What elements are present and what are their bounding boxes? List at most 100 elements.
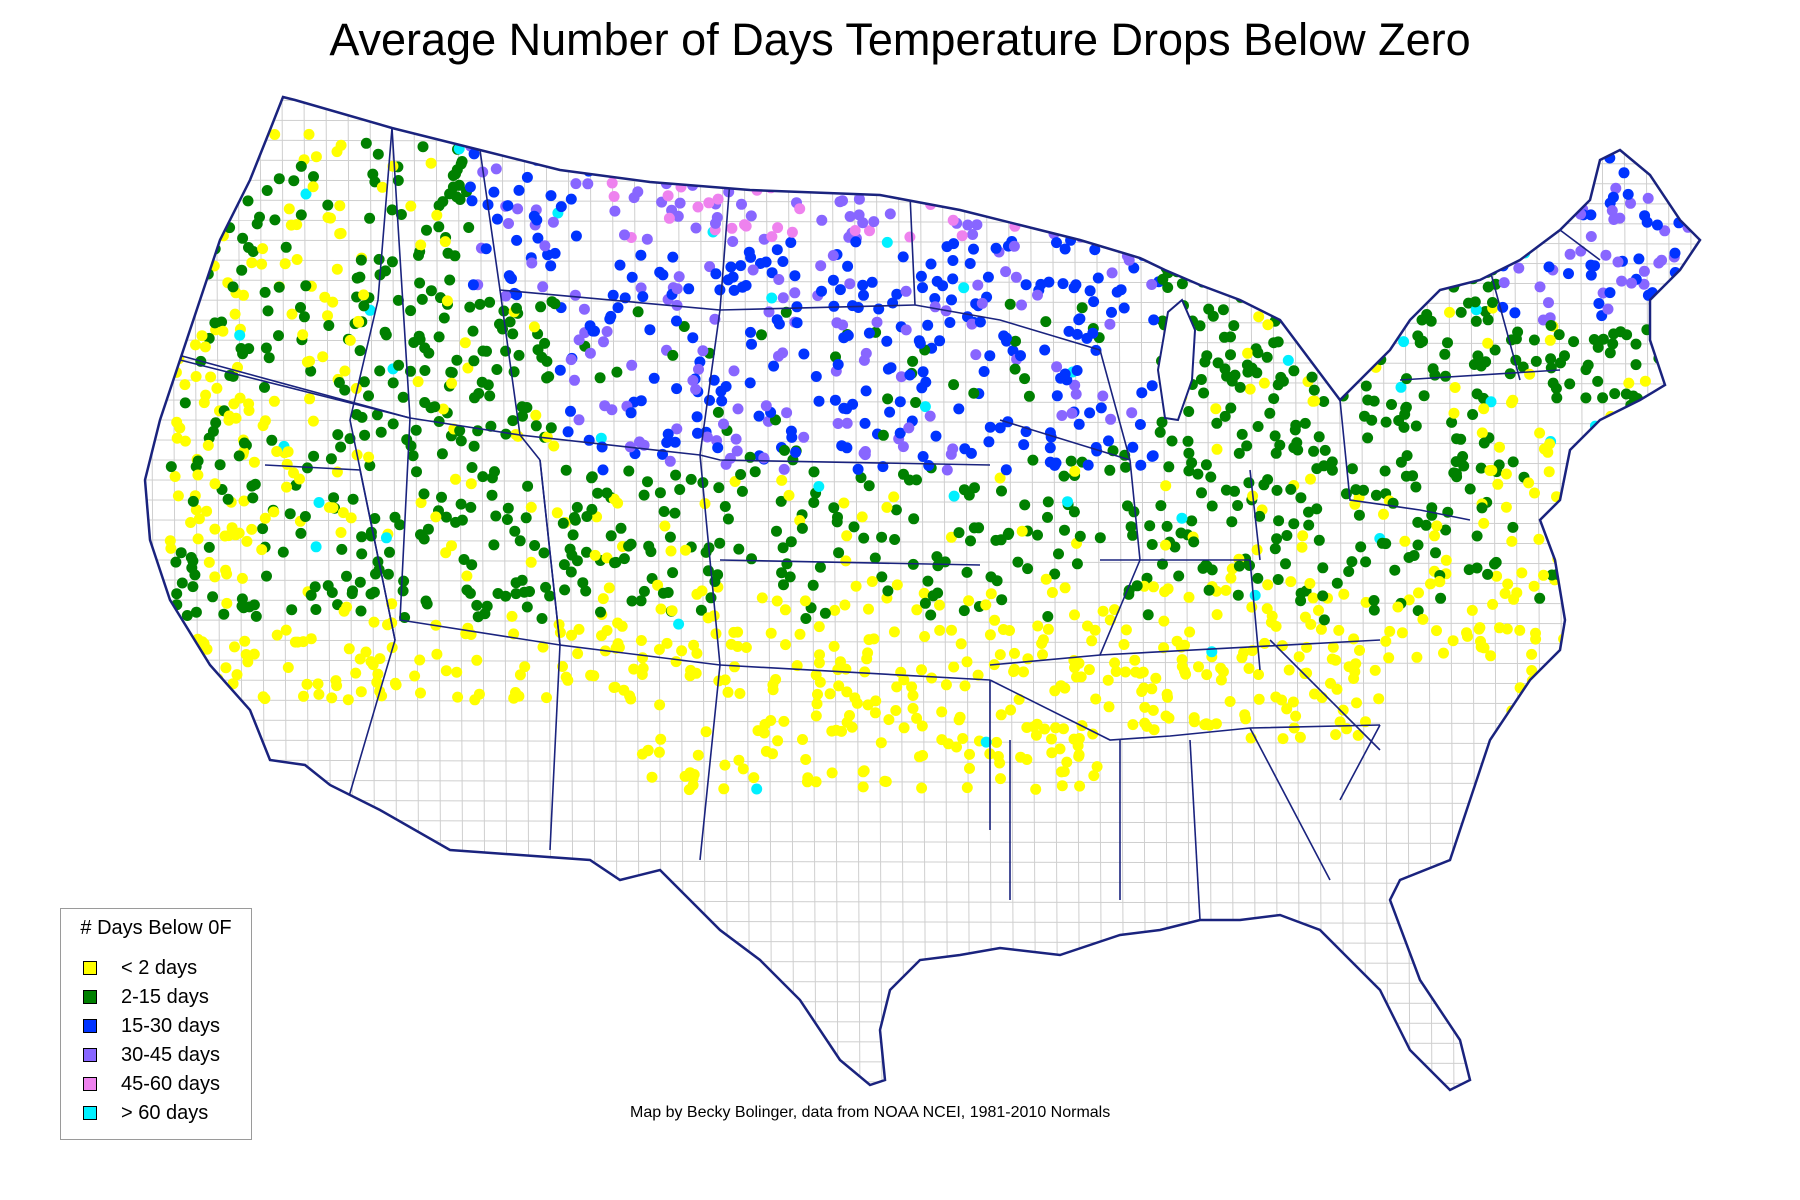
station-dot [1036, 638, 1048, 649]
station-dot [775, 152, 787, 164]
station-dot [844, 710, 855, 721]
station-dot [1660, 565, 1672, 577]
station-dot [455, 435, 467, 447]
station-dot [946, 624, 957, 636]
station-dot [1449, 382, 1461, 393]
station-dot [924, 410, 936, 422]
station-dot [373, 253, 385, 265]
station-dot [1116, 120, 1127, 132]
station-dot [1087, 327, 1099, 339]
station-dot [1061, 199, 1073, 210]
station-dot [1525, 161, 1537, 173]
station-dot [1087, 728, 1099, 740]
station-dot [1251, 160, 1263, 172]
station-dot [780, 306, 792, 318]
station-dot [407, 118, 419, 130]
station-dot [1259, 637, 1271, 649]
station-dot [1422, 235, 1434, 247]
station-dot [356, 531, 368, 543]
station-dot [1489, 126, 1501, 138]
station-dot [1139, 717, 1151, 729]
station-dot [1489, 242, 1501, 254]
station-dot [1593, 298, 1605, 309]
station-dot [609, 205, 621, 217]
station-dot [697, 345, 709, 357]
station-dot [881, 236, 893, 248]
station-dot [660, 169, 671, 180]
station-dot [881, 335, 893, 347]
station-dot [1326, 653, 1338, 665]
station-dot [465, 501, 477, 513]
county-line [1117, 97, 1125, 1090]
station-dot [490, 163, 502, 175]
station-dot [1532, 692, 1544, 704]
station-dot [978, 128, 990, 140]
station-dot [1534, 176, 1546, 188]
station-dot [1084, 188, 1096, 200]
station-dot [1597, 392, 1609, 404]
station-dot [685, 664, 697, 676]
station-dot [1410, 481, 1422, 493]
station-dot [1577, 171, 1589, 183]
station-dot [1069, 465, 1081, 477]
station-dot [519, 661, 531, 673]
station-dot [1005, 704, 1017, 716]
station-dot [410, 424, 422, 436]
station-dot [930, 430, 942, 442]
station-dot [514, 143, 526, 155]
station-dot [1609, 637, 1621, 649]
station-dot [228, 398, 240, 410]
station-dot [256, 544, 268, 556]
station-dot [446, 377, 458, 389]
station-dot [1647, 620, 1659, 632]
station-dot [1192, 468, 1204, 480]
station-dot [1346, 556, 1358, 568]
station-dot [894, 396, 906, 408]
station-dot [789, 176, 801, 188]
station-dot [1515, 717, 1527, 729]
station-dot [517, 410, 528, 422]
station-dot [1127, 529, 1139, 541]
station-dot [1655, 535, 1667, 547]
station-dot [802, 772, 814, 784]
county-line [721, 97, 729, 1090]
station-dot [537, 281, 549, 293]
station-dot [1431, 625, 1442, 637]
station-dot [295, 160, 307, 172]
station-dot [1475, 147, 1487, 159]
station-dot [1695, 663, 1700, 674]
station-dot [829, 394, 841, 406]
station-dot [1657, 706, 1669, 718]
station-dot [579, 118, 591, 130]
station-dot [1285, 576, 1297, 588]
station-dot [1440, 236, 1451, 248]
station-dot [322, 199, 334, 211]
station-dot [765, 715, 777, 726]
station-dot [1361, 190, 1373, 202]
station-dot [961, 782, 973, 794]
station-dot [624, 690, 636, 702]
station-dot [1200, 171, 1212, 183]
station-dot [1248, 207, 1260, 219]
station-dot [846, 721, 858, 733]
station-dot [968, 243, 979, 255]
station-dot [1206, 500, 1218, 512]
station-dot [1171, 157, 1183, 169]
station-dot [419, 365, 431, 376]
station-dot [816, 214, 828, 226]
station-dot [712, 193, 724, 205]
station-dot [956, 143, 968, 155]
station-dot [1432, 171, 1443, 183]
station-dot [1019, 373, 1031, 385]
station-dot [1512, 174, 1524, 186]
station-dot [1564, 248, 1576, 260]
station-dot [1595, 469, 1607, 480]
station-dot [756, 592, 768, 604]
station-dot [551, 507, 563, 519]
station-dot [1262, 579, 1274, 591]
station-dot [1199, 217, 1211, 229]
station-dot [1412, 605, 1424, 617]
station-dot [1262, 319, 1274, 331]
station-dot [190, 371, 202, 382]
